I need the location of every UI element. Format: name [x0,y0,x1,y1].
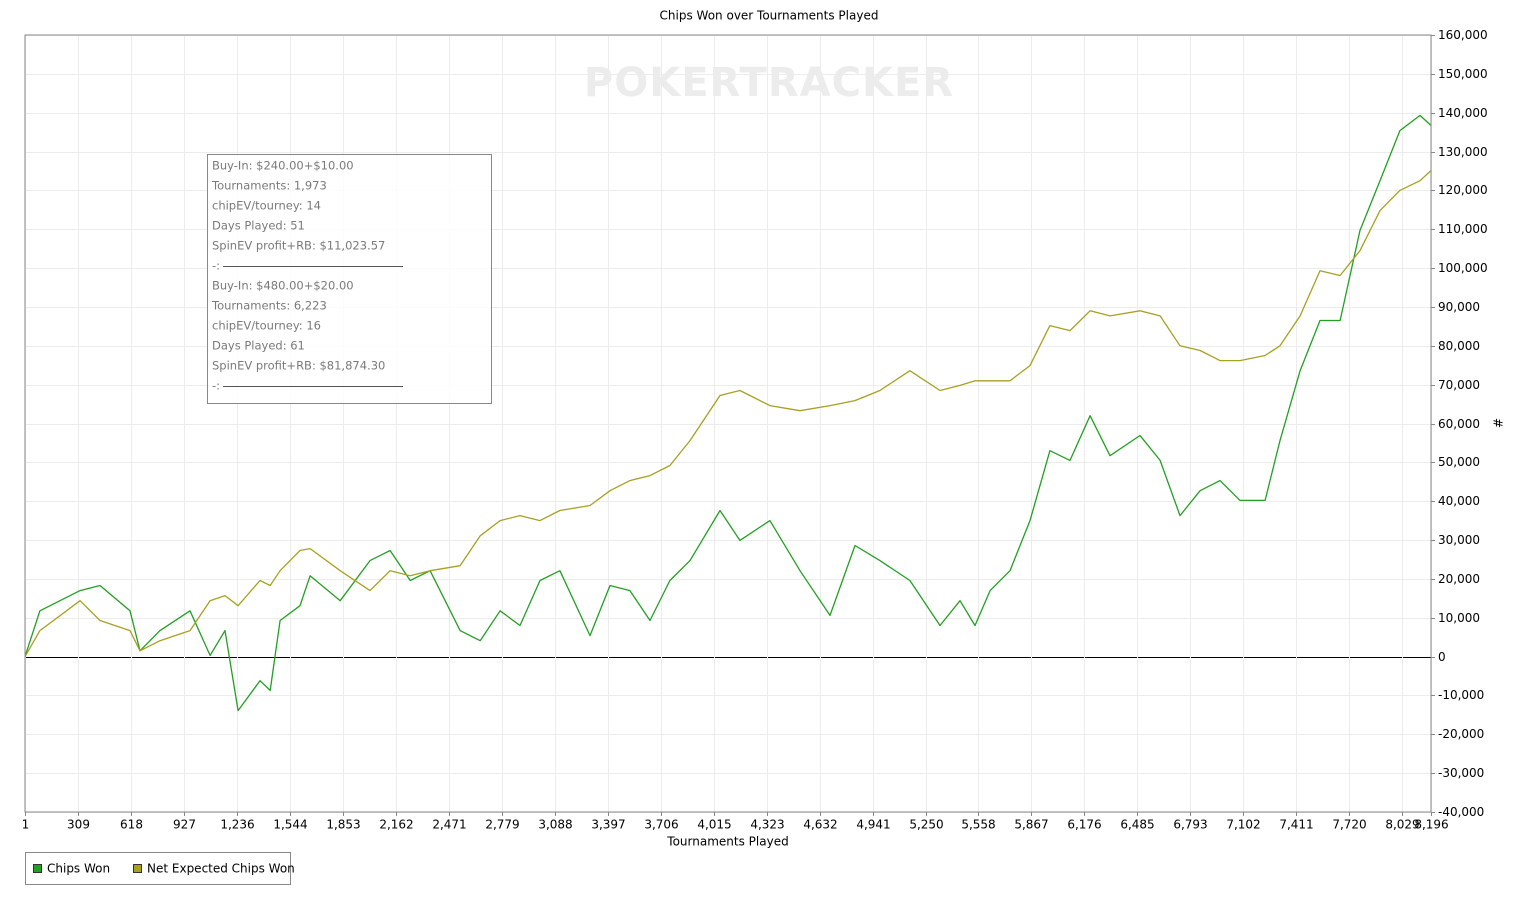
y-tick-label: 80,000 [1438,339,1480,353]
y-tick-label: 140,000 [1438,106,1488,120]
annotation-box [207,154,492,404]
annotation-line: Buy-In: $240.00+$10.00 [212,159,354,173]
y-tick-label: 30,000 [1438,533,1480,547]
x-tick-label: 618 [120,818,143,832]
legend-label: Net Expected Chips Won [147,862,295,876]
x-tick-label: 2,162 [379,818,413,832]
y-tick-label: 40,000 [1438,494,1480,508]
x-axis-label: Tournaments Played [666,835,788,849]
series-line [24,114,1432,712]
x-tick-label: 5,250 [909,818,943,832]
y-tick-label: 60,000 [1438,417,1480,431]
x-tick-label: 2,779 [485,818,519,832]
annotation-line: chipEV/tourney: 16 [212,319,321,333]
x-tick-label: 3,397 [591,818,625,832]
watermark: POKERTRACKER [584,60,954,106]
annotation-line: Tournaments: 1,973 [211,179,327,193]
x-tick-label: 3,088 [538,818,572,832]
y-tick-label: 50,000 [1438,455,1480,469]
y-tick-label: -30,000 [1438,766,1484,780]
legend-swatch [133,864,142,873]
chart-title: Chips Won over Tournaments Played [660,9,879,23]
y-tick-label: 0 [1438,650,1446,664]
legend: Chips Won Net Expected Chips Won [33,862,295,876]
y-tick-label: 90,000 [1438,300,1480,314]
annotation-line: SpinEV profit+RB: $11,023.57 [212,239,385,253]
x-tick-label: 7,720 [1332,818,1366,832]
x-tick-label: 4,941 [856,818,890,832]
series-line [24,170,1432,657]
x-tick-label: 2,471 [432,818,466,832]
annotation-line: Days Played: 51 [212,219,305,233]
y-tick-label: 130,000 [1438,145,1488,159]
y-tick-label: 110,000 [1438,222,1488,236]
annotation-line: Days Played: 61 [212,339,305,353]
x-tick-label: 3,706 [644,818,678,832]
x-tick-label: 4,015 [697,818,731,832]
x-tick-label: 6,485 [1120,818,1154,832]
x-tick-label: 927 [173,818,196,832]
annotation: Buy-In: $240.00+$10.00 Tournaments: 1,973… [211,159,403,393]
y-tick-label: -10,000 [1438,688,1484,702]
annotation-line: Buy-In: $480.00+$20.00 [212,279,354,293]
annotation-line: -: [212,379,220,393]
annotation-line: Tournaments: 6,223 [211,299,327,313]
x-tick-label: 7,411 [1279,818,1313,832]
annotation-line: chipEV/tourney: 14 [212,199,321,213]
x-tick-label: 5,867 [1014,818,1048,832]
x-tick-label: 1,544 [273,818,307,832]
y-tick-label: 10,000 [1438,611,1480,625]
y-tick-label: -20,000 [1438,727,1484,741]
lines [24,114,1432,712]
y-tick-label: -40,000 [1438,805,1484,819]
legend-box [25,852,291,885]
x-tick-label: 1,236 [220,818,254,832]
x-tick-label: 309 [67,818,90,832]
y-tick-label: 20,000 [1438,572,1480,586]
y-axis-label: # [1491,418,1505,428]
plot-border [24,34,1432,813]
y-tick-label: 160,000 [1438,28,1488,42]
y-tick-label: 70,000 [1438,378,1480,392]
y-tick-label: 100,000 [1438,261,1488,275]
x-tick-label: 1 [22,818,30,832]
legend-label: Chips Won [47,862,110,876]
x-tick-label: 5,558 [961,818,995,832]
legend-swatch [33,864,42,873]
x-tick-label: 8,029 [1385,818,1419,832]
y-tick-label: 150,000 [1438,67,1488,81]
x-tick-label: 1,853 [326,818,360,832]
x-tick-label: 7,102 [1226,818,1260,832]
x-tick-label: 4,632 [803,818,837,832]
x-tick-label: 6,793 [1173,818,1207,832]
y-tick-label: 120,000 [1438,183,1488,197]
x-tick-label: 4,323 [750,818,784,832]
annotation-line: SpinEV profit+RB: $81,874.30 [212,359,385,373]
annotation-line: -: [212,259,220,273]
x-tick-label: 8,196 [1414,818,1448,832]
x-tick-label: 6,176 [1067,818,1101,832]
